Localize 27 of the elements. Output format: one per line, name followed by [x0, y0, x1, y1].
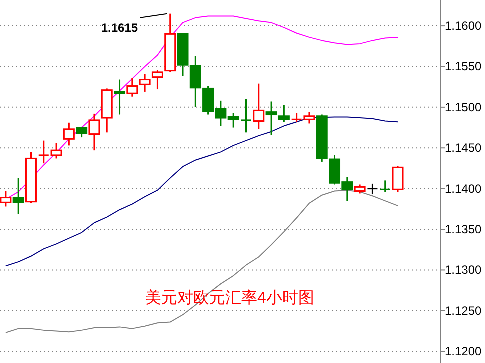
y-tick-label: 1.1450: [445, 141, 482, 156]
y-tick-label: 1.1250: [445, 304, 482, 318]
candlestick: [392, 165, 404, 193]
text: 美元对欧元汇率4小时图: [146, 289, 314, 307]
candlestick: [63, 122, 75, 146]
candlestick: [114, 79, 126, 116]
y-tick-label: 1.1350: [445, 222, 482, 237]
candlestick: [38, 140, 49, 164]
candlestick: [152, 69, 164, 90]
y-tick-label: 1.1600: [445, 19, 482, 34]
candlestick: [12, 177, 24, 215]
y-tick-label: 1.1300: [445, 263, 482, 278]
candlestick: [126, 77, 138, 98]
annotation: 1.1615: [101, 20, 138, 35]
y-tick-label: 1.1400: [445, 182, 482, 196]
y-tick-label: 1.1500: [445, 100, 482, 114]
candlestick: [139, 73, 151, 93]
candlestick: [50, 142, 62, 160]
candlestick: [0, 190, 12, 208]
candlestick: [278, 104, 290, 123]
candlestick: [88, 113, 100, 152]
candlestick: [253, 83, 265, 130]
candlestick: [266, 100, 278, 136]
y-tick-label: 1.1550: [445, 60, 482, 74]
candlestick: [380, 180, 390, 193]
candlestick: [368, 183, 378, 196]
y-tick-label: 1.1200: [445, 344, 482, 359]
